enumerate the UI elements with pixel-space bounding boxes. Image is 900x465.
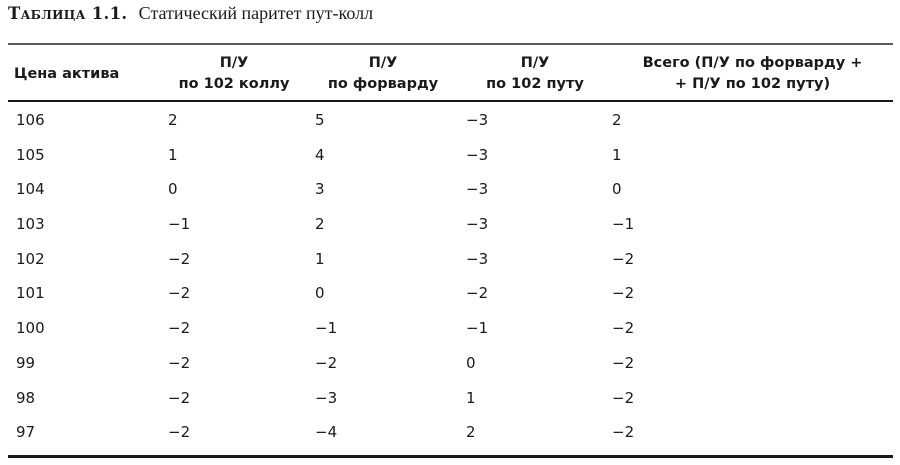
column-header-line: П/У — [520, 55, 550, 71]
cell-put-pnl: −3 — [466, 215, 489, 234]
cell-put-pnl: −2 — [466, 284, 489, 303]
cell-call-pnl: −2 — [168, 319, 191, 338]
table-caption: Таблица 1.1. Статический паритет пут-кол… — [8, 3, 373, 24]
table-row: 106 2 5 −3 2 — [8, 103, 893, 138]
table-row: 101 −2 0 −2 −2 — [8, 276, 893, 311]
table-row: 97 −2 −4 2 −2 — [8, 415, 893, 450]
cell-forward-pnl: −1 — [315, 319, 338, 338]
cell-asset-price: 97 — [16, 423, 36, 442]
cell-call-pnl: 0 — [168, 180, 178, 199]
cell-asset-price: 100 — [16, 319, 45, 338]
table-row: 103 −1 2 −3 −1 — [8, 207, 893, 242]
cell-asset-price: 104 — [16, 180, 45, 199]
column-header-line: Цена актива — [14, 65, 120, 82]
cell-put-pnl: −3 — [466, 249, 489, 268]
cell-call-pnl: −1 — [168, 215, 191, 234]
cell-call-pnl: −2 — [168, 284, 191, 303]
cell-forward-pnl: 1 — [315, 249, 325, 268]
column-header-line: + П/У по 102 путу) — [674, 76, 831, 92]
cell-forward-pnl: 5 — [315, 111, 325, 129]
column-header-line: по 102 путу — [486, 76, 584, 92]
table-row: 99 −2 −2 0 −2 — [8, 346, 893, 381]
cell-asset-price: 98 — [16, 388, 36, 407]
cell-total-pnl: −2 — [612, 319, 635, 338]
cell-total-pnl: −2 — [612, 423, 635, 442]
cell-forward-pnl: 0 — [315, 284, 325, 303]
cell-forward-pnl: −4 — [315, 423, 338, 442]
cell-put-pnl: 1 — [466, 388, 476, 407]
cell-asset-price: 99 — [16, 353, 36, 372]
cell-call-pnl: −2 — [168, 353, 191, 372]
column-header-line: по 102 коллу — [178, 76, 290, 92]
table-number: Таблица 1.1. — [8, 4, 128, 23]
cell-asset-price: 105 — [16, 145, 45, 164]
cell-total-pnl: 0 — [612, 180, 622, 199]
cell-put-pnl: −3 — [466, 111, 489, 129]
cell-put-pnl: −3 — [466, 145, 489, 164]
table-row: 102 −2 1 −3 −2 — [8, 242, 893, 277]
cell-call-pnl: −2 — [168, 249, 191, 268]
table-title: Статический паритет пут-колл — [138, 3, 374, 23]
cell-call-pnl: −2 — [168, 423, 191, 442]
table-row: 100 −2 −1 −1 −2 — [8, 311, 893, 346]
cell-put-pnl: 2 — [466, 423, 476, 442]
table-bottom-rule — [8, 455, 893, 458]
cell-asset-price: 102 — [16, 249, 45, 268]
table-header-rule — [8, 100, 893, 102]
column-header-asset-price: Цена актива — [8, 48, 162, 100]
column-header-line: П/У — [219, 55, 249, 71]
cell-forward-pnl: −3 — [315, 388, 338, 407]
column-header-line: П/У — [368, 55, 398, 71]
cell-asset-price: 106 — [16, 111, 45, 129]
cell-total-pnl: −2 — [612, 249, 635, 268]
cell-call-pnl: 2 — [168, 111, 178, 129]
column-header-line: Всего (П/У по форварду + — [642, 55, 863, 71]
column-header-put-pnl: П/У по 102 путу — [460, 48, 610, 100]
cell-total-pnl: 1 — [612, 145, 622, 164]
cell-forward-pnl: 4 — [315, 145, 325, 164]
table-top-rule — [8, 43, 893, 45]
cell-asset-price: 103 — [16, 215, 45, 234]
table-row: 104 0 3 −3 0 — [8, 172, 893, 207]
cell-total-pnl: −2 — [612, 284, 635, 303]
table-row: 98 −2 −3 1 −2 — [8, 381, 893, 416]
cell-call-pnl: −2 — [168, 388, 191, 407]
cell-total-pnl: 2 — [612, 111, 622, 129]
column-header-line: по форварду — [327, 76, 439, 92]
table-row: 105 1 4 −3 1 — [8, 138, 893, 173]
cell-put-pnl: −3 — [466, 180, 489, 199]
cell-total-pnl: −2 — [612, 353, 635, 372]
cell-forward-pnl: 2 — [315, 215, 325, 234]
table-body: 106 2 5 −3 2 105 1 4 −3 1 104 0 3 −3 0 1… — [8, 103, 893, 450]
column-header-total-pnl: Всего (П/У по форварду + + П/У по 102 пу… — [612, 48, 893, 100]
column-header-forward-pnl: П/У по форварду — [308, 48, 458, 100]
cell-total-pnl: −2 — [612, 388, 635, 407]
table-header: Цена актива П/У по 102 коллу П/У по форв… — [8, 48, 893, 100]
cell-forward-pnl: 3 — [315, 180, 325, 199]
column-header-call-pnl: П/У по 102 коллу — [160, 48, 308, 100]
cell-put-pnl: 0 — [466, 353, 476, 372]
cell-forward-pnl: −2 — [315, 353, 338, 372]
cell-total-pnl: −1 — [612, 215, 635, 234]
cell-asset-price: 101 — [16, 284, 45, 303]
cell-put-pnl: −1 — [466, 319, 489, 338]
cell-call-pnl: 1 — [168, 145, 178, 164]
